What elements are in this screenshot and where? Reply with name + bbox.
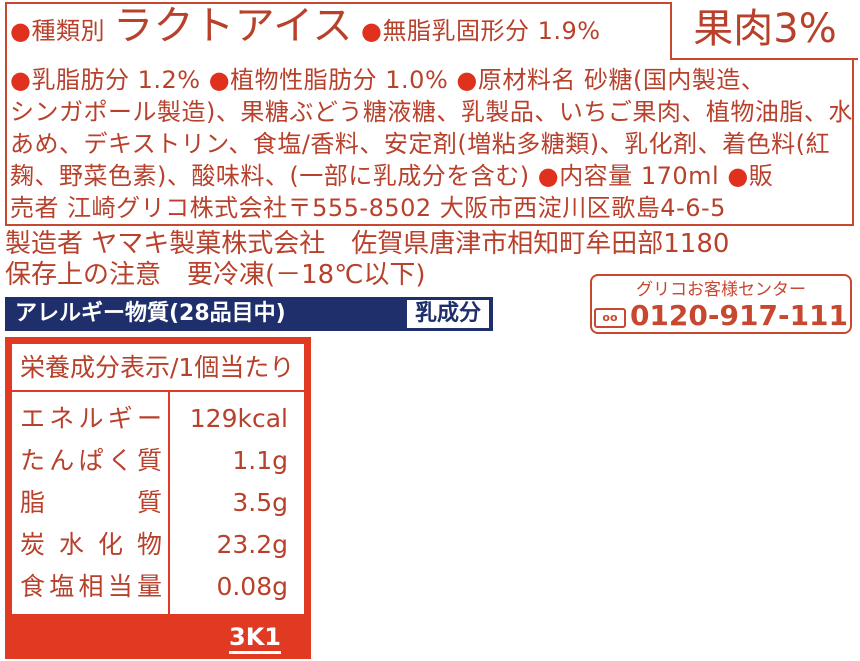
info-line-2: ●乳脂肪分 1.2% ●植物性脂肪分 1.0% ●原材料名 砂糖(国内製造、 (10, 64, 765, 96)
bullet-icon: ● (208, 66, 231, 94)
vegfat: 植物性脂肪分 1.0% (230, 66, 449, 94)
type-value: ラクトアイス (113, 3, 353, 49)
ingredients-label: 原材料名 (477, 66, 576, 94)
row-label: エネルギー (20, 404, 162, 433)
nutrition-title: 栄養成分表示/1個当たり (12, 344, 304, 392)
msnf: 無脂乳固形分 1.9% (382, 17, 601, 45)
nutrition-row: 食塩相当量 0.08g (12, 566, 304, 608)
seller-line: 売者 江崎グリコ株式会社〒555-8502 大阪市西淀川区歌島4-6-5 (10, 194, 726, 222)
row-label: 食塩相当量 (20, 572, 162, 601)
row-label: たんぱく質 (20, 446, 162, 475)
free-dial-icon: oo (593, 308, 626, 328)
bullet-icon: ● (10, 17, 32, 45)
nutrition-row: たんぱく質 1.1g (12, 440, 304, 482)
free-dial-number-row: oo 0120-917-111 (592, 301, 850, 331)
ingredients-text: 砂糖(国内製造、 (584, 66, 766, 94)
allergy-value: 乳成分 (406, 300, 489, 328)
milkfat: 乳脂肪分 1.2% (31, 66, 201, 94)
label-info-box (5, 2, 854, 226)
ingredients-line-2: シンガポール製造)、果糖ぶどう糖液糖、乳製品、いちご果肉、植物油脂、水 (10, 98, 853, 126)
info-line-1: ●種類別 ラクトアイス ●無脂乳固形分 1.9% (10, 6, 601, 47)
bullet-icon: ● (10, 66, 32, 94)
bullet-icon: ● (727, 162, 749, 190)
bullet-icon: ● (456, 66, 478, 94)
allergy-label: アレルギー物質(28品目中) (15, 301, 286, 326)
type-label: 種類別 (31, 17, 105, 45)
row-label: 脂質 (20, 488, 162, 517)
nutrition-table: 栄養成分表示/1個当たり エネルギー 129kcal たんぱく質 1.1g 脂質 3.… (5, 337, 311, 659)
call-center-box: グリコお客様センター oo 0120-917-111 (590, 274, 852, 334)
row-value: 23.2g (216, 530, 288, 559)
nutrition-row: 脂質 3.5g (12, 482, 304, 524)
ingredients-line-4: 麹、野菜色素)、酸味料、(一部に乳成分を含む) (10, 162, 530, 190)
lot-code: 3K1 (229, 623, 281, 654)
fruit-content-badge: 果肉3% (670, 2, 858, 60)
row-value: 1.1g (232, 446, 288, 475)
bullet-icon: ● (361, 17, 383, 45)
seller-label: 販 (748, 162, 774, 190)
storage-note: 保存上の注意 要冷凍(－18℃以下) (5, 260, 426, 290)
manufacturer: 製造者 ヤマキ製菓株式会社 佐賀県唐津市相知町牟田部1180 (5, 229, 730, 259)
free-dial-number[interactable]: 0120-917-111 (629, 299, 849, 332)
info-line-5: 麹、野菜色素)、酸味料、(一部に乳成分を含む) ●内容量 170ml ●販 (10, 160, 773, 192)
column-divider (168, 392, 170, 614)
row-value: 129kcal (189, 404, 288, 433)
nutrition-row: エネルギー 129kcal (12, 398, 304, 440)
row-value: 3.5g (232, 488, 288, 517)
row-label: 炭水化物 (20, 530, 162, 559)
row-value: 0.08g (216, 572, 288, 601)
call-center-title: グリコお客様センター (636, 280, 806, 300)
nutrition-row: 炭水化物 23.2g (12, 524, 304, 566)
bullet-icon: ● (537, 162, 560, 190)
ingredients-line-3: あめ、デキストリン、食塩/香料、安定剤(増粘多糖類)、乳化剤、着色料(紅 (10, 130, 831, 158)
allergy-bar: アレルギー物質(28品目中) 乳成分 (5, 297, 493, 331)
volume: 内容量 170ml (559, 162, 720, 190)
